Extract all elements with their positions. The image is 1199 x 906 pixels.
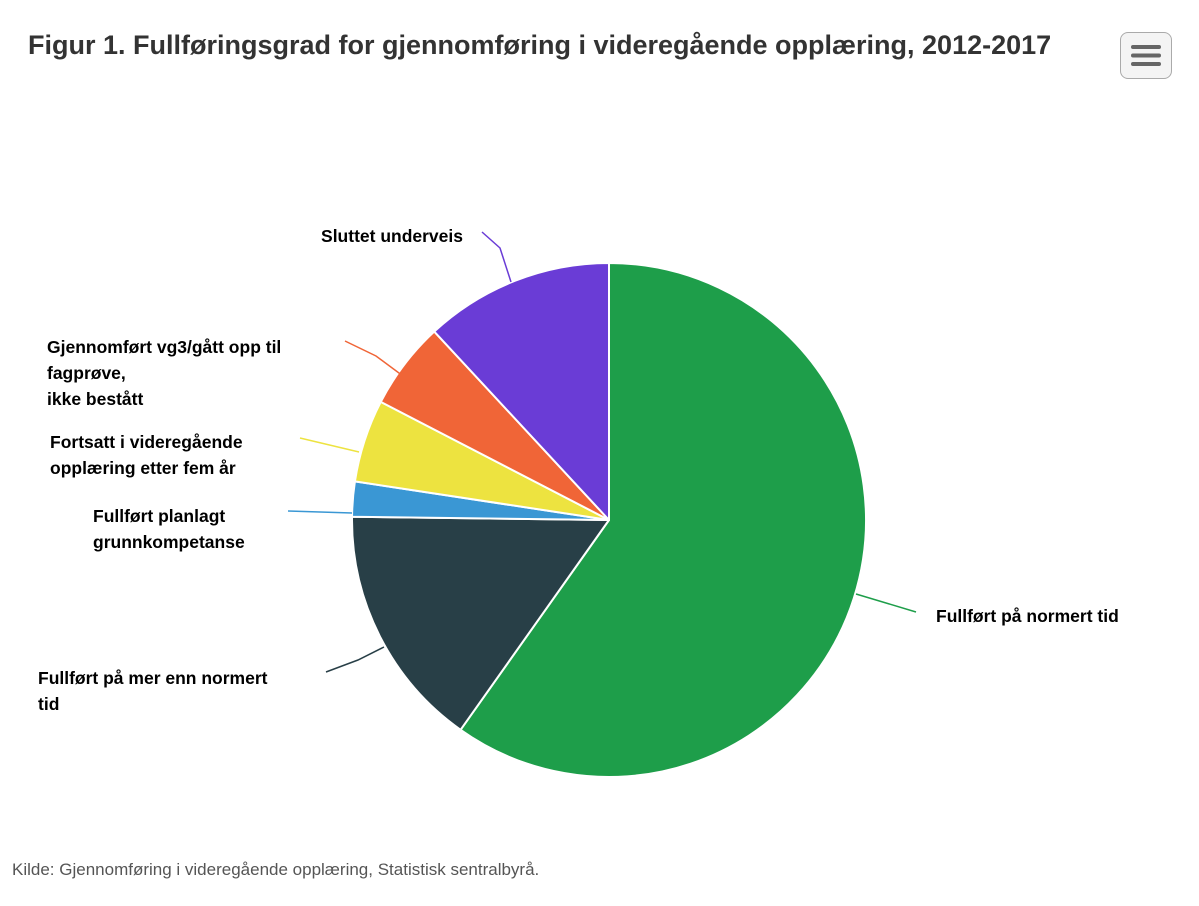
connector-line [344,340,404,377]
connector-line [299,437,360,453]
slice-label-line: fagprøve, [47,363,126,383]
connector-line [325,646,385,673]
slice-label-line: grunnkompetanse [93,532,245,552]
pie-slice[interactable] [459,262,867,778]
connector-line [481,231,512,283]
slice-label-line: Fullført på mer enn normert [38,668,268,688]
pie-slice[interactable] [351,515,610,731]
source-credit: Kilde: Gjennomføring i videregående oppl… [12,860,540,879]
slice-label-line: tid [38,694,59,714]
slice-label-line: opplæring etter fem år [50,458,236,478]
slice-label: Sluttet underveis [321,226,463,246]
connector-line [287,510,353,514]
slice-label: Fullført på normert tid [936,606,1119,626]
hamburger-menu-icon [1131,45,1161,66]
pie-slice[interactable] [433,262,610,521]
connector-line [855,593,917,613]
chart-menu-button[interactable] [1120,32,1172,79]
slice-label: Fullført planlagt grunnkompetanse [93,506,245,552]
slice-label: Fullført på mer enn normert tid [38,668,268,714]
slice-label-line: Fortsatt i videregående [50,432,243,452]
slice-label-line: Fullført planlagt [93,506,225,526]
slice-label-line: Fullført på normert tid [936,606,1119,626]
pie-chart: Fullført på normert tid Fullført på mer e… [38,226,1119,778]
slice-label: Gjennomført vg3/gått opp til fagprøve, ikk… [47,337,281,409]
slice-label-line: Sluttet underveis [321,226,463,246]
slice-label-line: Gjennomført vg3/gått opp til [47,337,281,357]
slice-label: Fortsatt i videregående opplæring etter f… [50,432,243,478]
chart-title: Figur 1. Fullføringsgrad for gjennomføri… [28,30,1052,60]
slice-label-line: ikke bestått [47,389,143,409]
